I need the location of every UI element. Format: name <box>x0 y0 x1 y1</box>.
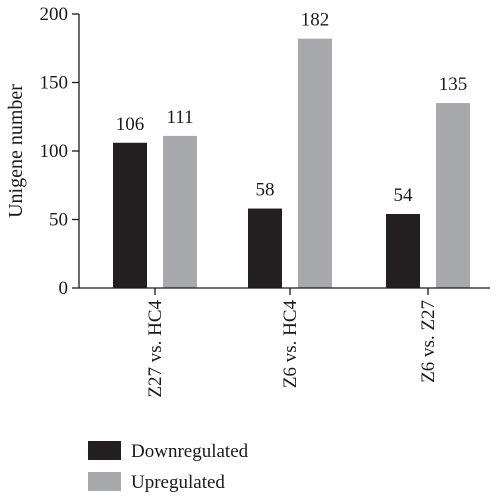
data-label: 58 <box>256 180 275 201</box>
x-axis: Z27 vs. HC4 Z6 vs. HC4 Z6 vs. Z27 <box>79 287 490 398</box>
legend-label-upregulated: Upregulated <box>131 472 225 493</box>
legend: Downregulated Upregulated <box>88 441 249 493</box>
legend-label-downregulated: Downregulated <box>131 441 249 462</box>
y-axis: 0 50 100 150 200 <box>40 4 80 299</box>
bar-downregulated-2 <box>386 214 420 288</box>
category-label: Z6 vs. Z27 <box>418 300 439 383</box>
data-label: 106 <box>116 114 145 135</box>
bars: 106 111 58 182 54 135 <box>113 10 470 288</box>
category-label: Z6 vs. HC4 <box>280 300 301 389</box>
bar-downregulated-0 <box>113 142 147 288</box>
y-tick-label: 0 <box>59 278 69 299</box>
y-axis-label: Unigene number <box>5 84 27 218</box>
bar-upregulated-1 <box>298 38 332 288</box>
data-label: 182 <box>301 10 330 31</box>
data-label: 54 <box>394 185 414 206</box>
legend-swatch-upregulated <box>88 472 121 491</box>
y-tick-label: 200 <box>40 4 69 25</box>
data-label: 111 <box>166 107 193 128</box>
bar-upregulated-0 <box>163 135 197 288</box>
y-tick-label: 100 <box>40 141 69 162</box>
data-label: 135 <box>439 74 468 95</box>
bar-downregulated-1 <box>248 208 282 288</box>
category-label: Z27 vs. HC4 <box>145 300 166 398</box>
legend-swatch-downregulated <box>88 441 121 460</box>
bar-upregulated-2 <box>436 103 470 288</box>
y-tick-label: 150 <box>40 73 69 94</box>
y-tick-label: 50 <box>49 210 68 231</box>
